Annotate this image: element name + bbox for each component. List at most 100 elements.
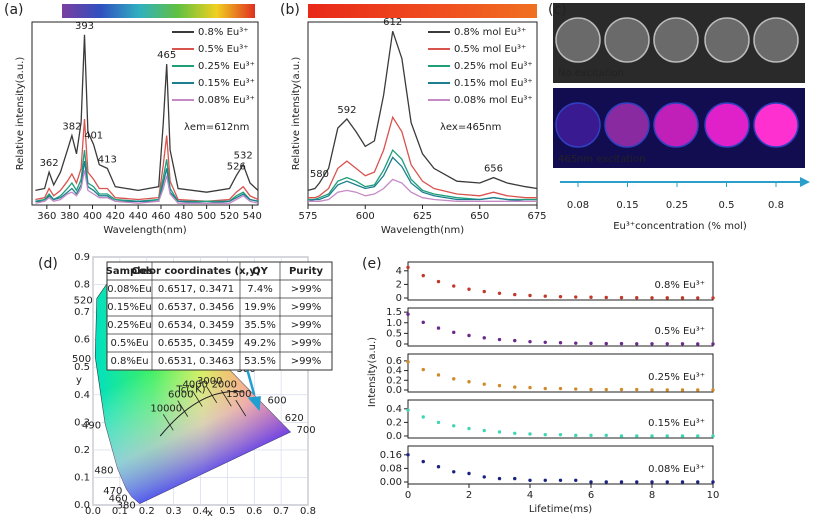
decay-point bbox=[696, 480, 700, 484]
subplot-frame bbox=[407, 399, 714, 439]
decay-point bbox=[574, 478, 578, 482]
wavelength-label: 520 bbox=[74, 295, 93, 306]
x-tick-label: 600 bbox=[356, 211, 375, 222]
y-tick-label: 0.2 bbox=[386, 375, 402, 386]
decay-point bbox=[436, 279, 441, 284]
peak-label: 656 bbox=[484, 164, 503, 175]
x-axis-label: x bbox=[207, 508, 213, 519]
x-tick-label: 480 bbox=[174, 211, 193, 222]
decay-point bbox=[528, 339, 532, 344]
decay-point bbox=[589, 387, 593, 392]
x-tick-label: 420 bbox=[106, 211, 125, 222]
decay-point bbox=[528, 385, 532, 390]
table-cell: >99% bbox=[291, 320, 322, 331]
decay-point bbox=[467, 287, 471, 291]
wavelength-label: 380 bbox=[117, 501, 136, 512]
table-cell: 35.5% bbox=[244, 320, 276, 331]
series-label: 0.25% Eu³⁺ bbox=[648, 372, 705, 383]
decay-point bbox=[711, 480, 715, 484]
decay-point bbox=[619, 480, 624, 484]
decay-point bbox=[619, 434, 624, 438]
y-axis-label: Relative intensity(a.u.) bbox=[291, 57, 302, 171]
table-cell: >99% bbox=[291, 338, 322, 349]
x-tick-label: 520 bbox=[220, 211, 239, 222]
peak-label: 580 bbox=[310, 169, 329, 180]
y-tick-label: 0.16 bbox=[380, 450, 402, 461]
decay-point bbox=[635, 434, 639, 438]
decay-point bbox=[436, 465, 441, 469]
decay-point bbox=[528, 293, 532, 298]
decay-point bbox=[589, 433, 593, 438]
legend-label: 0.5% mol Eu³⁺ bbox=[454, 44, 526, 55]
spectrum-line bbox=[35, 34, 259, 193]
series-label: 0.08% Eu³⁺ bbox=[648, 464, 705, 475]
y-tick-label: 1.5 bbox=[386, 307, 402, 318]
decay-point bbox=[619, 387, 624, 392]
panel-label: (a) bbox=[4, 2, 24, 18]
table-cell: 0.6535, 0.3459 bbox=[158, 338, 234, 349]
x-tick-label: 0.2 bbox=[139, 506, 155, 517]
x-tick-label: 6 bbox=[588, 490, 594, 501]
plot-frame bbox=[31, 21, 259, 206]
y-tick-label: 4 bbox=[396, 266, 402, 277]
y-tick-label: 0.2 bbox=[386, 417, 402, 428]
x-axis-label: Wavelength(nm) bbox=[103, 225, 186, 236]
decay-point bbox=[558, 478, 563, 482]
decay-point bbox=[482, 336, 486, 340]
subplot-frame bbox=[407, 353, 714, 393]
decay-point bbox=[696, 342, 700, 346]
peak-label: 401 bbox=[84, 131, 103, 142]
peak-label: 526 bbox=[227, 162, 246, 173]
x-tick-label: 500 bbox=[197, 211, 216, 222]
wavelength-label: 620 bbox=[285, 413, 304, 424]
isotherm bbox=[220, 390, 232, 407]
x-tick-label: 540 bbox=[243, 211, 262, 222]
decay-point bbox=[635, 387, 639, 392]
decay-point bbox=[650, 434, 654, 438]
table-cell: 0.15%Eu bbox=[107, 302, 151, 313]
decay-point bbox=[497, 383, 502, 388]
decay-point bbox=[528, 478, 532, 482]
decay-point bbox=[696, 296, 700, 300]
table-cell: 49.2% bbox=[244, 338, 276, 349]
peak-label: 465 bbox=[157, 50, 176, 61]
y-tick-label: 0.3 bbox=[74, 417, 90, 428]
color-bar bbox=[62, 4, 255, 18]
x-tick-label: 0.1 bbox=[112, 506, 128, 517]
y-tick-label: 2 bbox=[396, 279, 402, 290]
spectrum-line bbox=[35, 161, 259, 204]
peak-label: 532 bbox=[234, 151, 253, 162]
wavelength-label: 470 bbox=[103, 486, 122, 497]
decay-point bbox=[543, 386, 547, 391]
legend-label: 0.08% Eu³⁺ bbox=[198, 95, 255, 106]
x-tick-label: 360 bbox=[37, 211, 56, 222]
decay-point bbox=[436, 420, 441, 425]
x-tick-label: 2 bbox=[466, 490, 472, 501]
spectrum-line bbox=[308, 115, 537, 199]
tc-label: 4000 bbox=[183, 380, 208, 391]
decay-point bbox=[452, 284, 456, 288]
y-tick-label: 0.7 bbox=[74, 307, 90, 318]
legend-label: 0.15% Eu³⁺ bbox=[198, 78, 255, 89]
y-tick-label: 0.00 bbox=[380, 477, 402, 488]
x-tick-label: 0.8 bbox=[300, 506, 316, 517]
tc-label: 6000 bbox=[168, 390, 193, 401]
x-tick-label: 650 bbox=[470, 211, 489, 222]
decay-point bbox=[665, 342, 669, 346]
table-cell: 53.5% bbox=[244, 356, 276, 367]
y-tick-label: 0.1 bbox=[74, 472, 90, 483]
y-tick-label: 0.2 bbox=[74, 445, 90, 456]
decay-point bbox=[452, 330, 456, 335]
decay-point bbox=[543, 478, 547, 482]
isotherm bbox=[191, 390, 203, 407]
decay-point bbox=[650, 296, 654, 300]
caption: 465nm excitation bbox=[558, 154, 646, 165]
decay-point bbox=[650, 480, 654, 484]
x-axis-label: Lifetime(ms) bbox=[529, 504, 592, 515]
legend-label: 0.15% mol Eu³⁺ bbox=[454, 78, 533, 89]
decay-point bbox=[421, 273, 425, 278]
arrow-head bbox=[800, 177, 810, 187]
table-cell: >99% bbox=[291, 284, 322, 295]
spectrum-line bbox=[35, 118, 259, 202]
decay-point bbox=[574, 295, 578, 299]
